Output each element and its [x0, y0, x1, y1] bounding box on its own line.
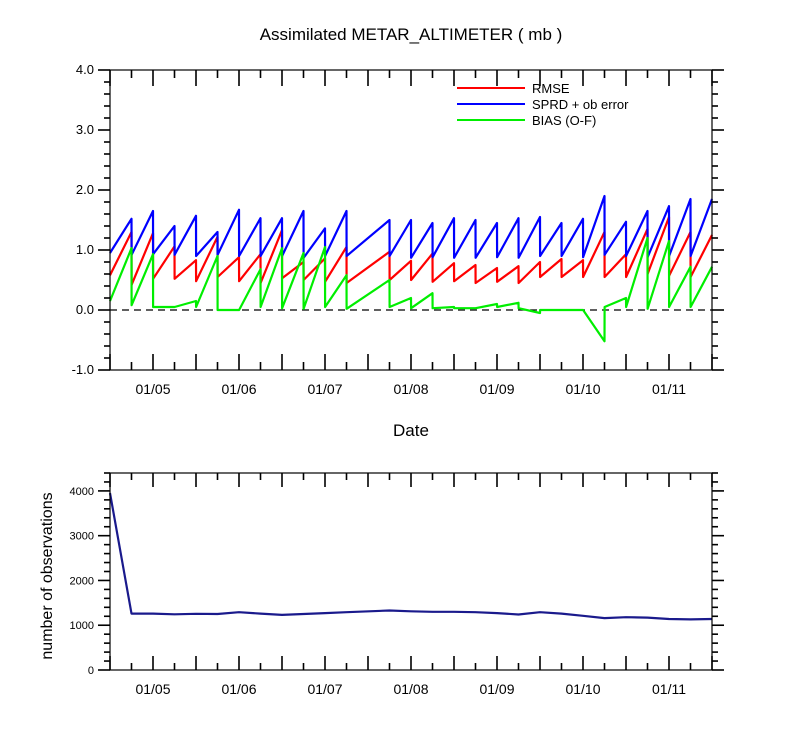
y-tick-label: 1000	[70, 620, 94, 632]
chart-title: Assimilated METAR_ALTIMETER ( mb )	[260, 25, 563, 44]
y-tick-label: 3000	[70, 531, 94, 543]
series-line-sprd-ob-error	[109, 194, 714, 259]
x-tick-label: 01/07	[307, 681, 342, 697]
y-tick-label: 0.0	[76, 302, 94, 317]
y-axis-label-observations: number of observations	[39, 492, 56, 659]
x-tick-label: 01/09	[479, 381, 514, 397]
top-series-layer	[108, 194, 714, 343]
top-plot-frame	[109, 69, 713, 371]
y-tick-label: 1.0	[76, 242, 94, 257]
y-tick-label: 4000	[70, 486, 94, 498]
x-tick-label: 01/11	[652, 681, 686, 697]
y-tick-label: 0	[88, 665, 94, 677]
x-tick-label: 01/06	[221, 381, 256, 397]
y-tick-label: 2000	[70, 575, 94, 587]
x-tick-label: 01/07	[307, 381, 342, 397]
bottom-series-layer	[108, 492, 713, 621]
observation-count-panel: 01/05 01/06 01/07 01/08 01/09 01/10 01/11 0 1000…	[70, 472, 724, 697]
x-tick-label: 01/08	[393, 381, 428, 397]
x-tick-label: 01/10	[565, 381, 600, 397]
y-tick-label: -1.0	[72, 362, 94, 377]
legend-label-sprd-ob-error: SPRD + ob error	[532, 97, 629, 112]
x-axis-label: Date	[393, 421, 429, 440]
x-tick-label: 01/09	[479, 681, 514, 697]
top-axes-ticks: 01/05 01/06 01/07 01/08 01/09 01/10 01/11 -1.0 0…	[72, 62, 724, 397]
series-line-observations	[108, 492, 713, 621]
rmse-spread-bias-panel: 01/05 01/06 01/07 01/08 01/09 01/10 01/11 -1.0 0…	[72, 62, 724, 397]
legend-label-bias-o-f: BIAS (O-F)	[532, 113, 596, 128]
x-tick-label: 01/05	[135, 381, 170, 397]
series-line-bias-o-f	[108, 236, 713, 343]
y-tick-label: 4.0	[76, 62, 94, 77]
bottom-axes-ticks: 01/05 01/06 01/07 01/08 01/09 01/10 01/11 0 1000…	[70, 472, 724, 697]
y-tick-label: 3.0	[76, 122, 94, 137]
x-tick-label: 01/06	[221, 681, 256, 697]
x-tick-label: 01/05	[135, 681, 170, 697]
legend-label-rmse: RMSE	[532, 81, 570, 96]
y-tick-label: 2.0	[76, 182, 94, 197]
bottom-plot-frame	[109, 472, 713, 671]
x-tick-label: 01/08	[393, 681, 428, 697]
series-line-rmse	[109, 215, 713, 286]
x-tick-label: 01/10	[565, 681, 600, 697]
x-tick-label: 01/11	[652, 381, 686, 397]
